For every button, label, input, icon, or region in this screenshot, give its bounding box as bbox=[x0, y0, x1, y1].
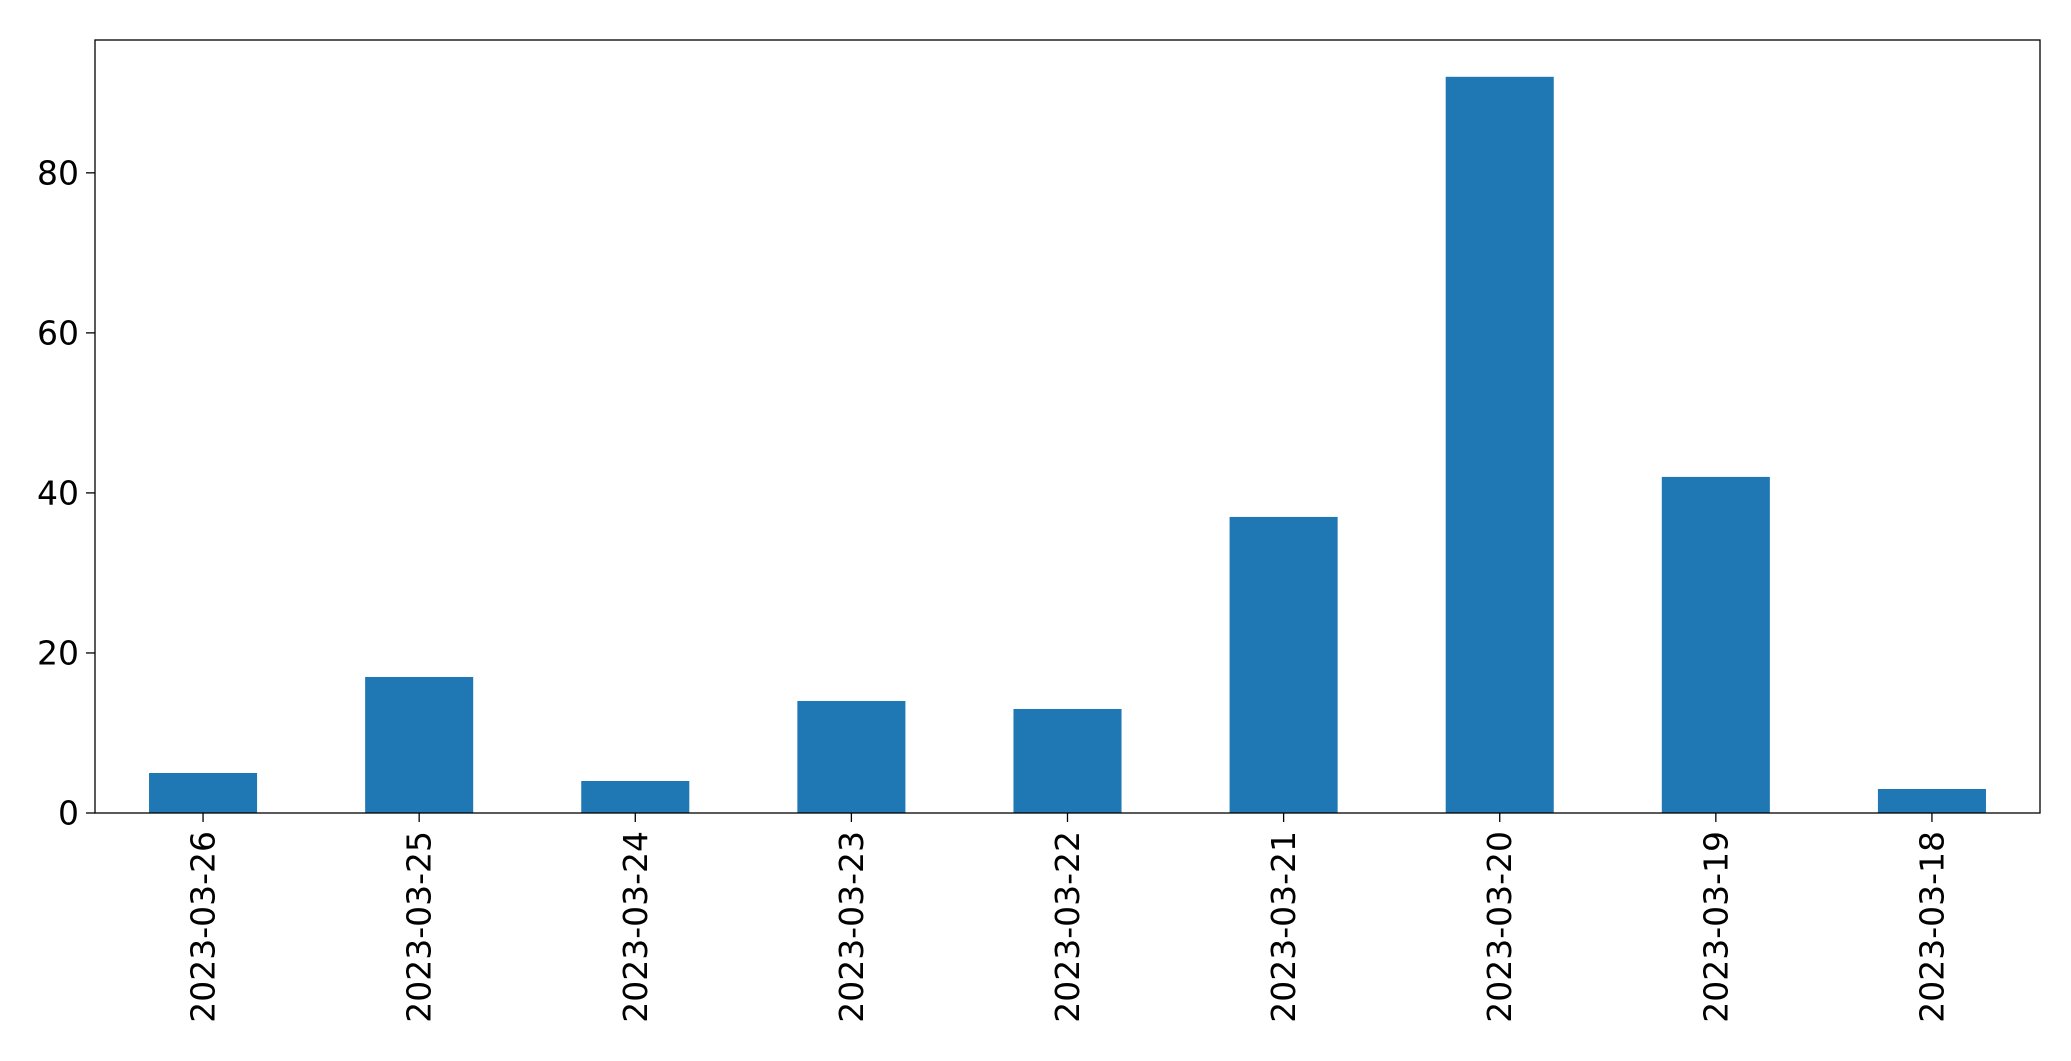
bar-2023-03-19 bbox=[1661, 476, 1770, 813]
x-tick-label: 2023-03-19 bbox=[1696, 831, 1735, 1023]
bar-2023-03-22 bbox=[1013, 708, 1122, 813]
bar-2023-03-21 bbox=[1229, 516, 1338, 813]
bar-2023-03-23 bbox=[797, 700, 906, 813]
y-tick-label: 40 bbox=[37, 473, 79, 512]
bars-group bbox=[149, 76, 1986, 814]
y-tick-label: 80 bbox=[37, 153, 79, 192]
x-tick-label: 2023-03-26 bbox=[184, 831, 223, 1023]
x-tick-label: 2023-03-25 bbox=[400, 831, 439, 1023]
x-tick-label: 2023-03-20 bbox=[1480, 831, 1519, 1023]
x-tick-label: 2023-03-18 bbox=[1912, 831, 1951, 1023]
bar-2023-03-18 bbox=[1877, 788, 1986, 813]
x-tick-label: 2023-03-22 bbox=[1048, 831, 1087, 1023]
x-tick-label: 2023-03-21 bbox=[1264, 831, 1303, 1023]
y-tick-label: 20 bbox=[37, 633, 79, 672]
y-tick-label: 60 bbox=[37, 313, 79, 352]
x-axis-ticks: 2023-03-26 2023-03-25 2023-03-24 2023-03-23… bbox=[184, 813, 1951, 1023]
bar-2023-03-26 bbox=[149, 772, 258, 813]
x-tick-label: 2023-03-24 bbox=[616, 831, 655, 1023]
x-tick-label: 2023-03-23 bbox=[832, 831, 871, 1023]
plot-frame bbox=[94, 39, 2041, 814]
y-tick-label: 0 bbox=[58, 794, 79, 833]
y-axis-ticks: 0 20 40 60 80 bbox=[37, 153, 95, 833]
bar-2023-03-24 bbox=[581, 780, 690, 813]
bar-2023-03-25 bbox=[365, 676, 474, 813]
bar-2023-03-20 bbox=[1445, 76, 1554, 814]
